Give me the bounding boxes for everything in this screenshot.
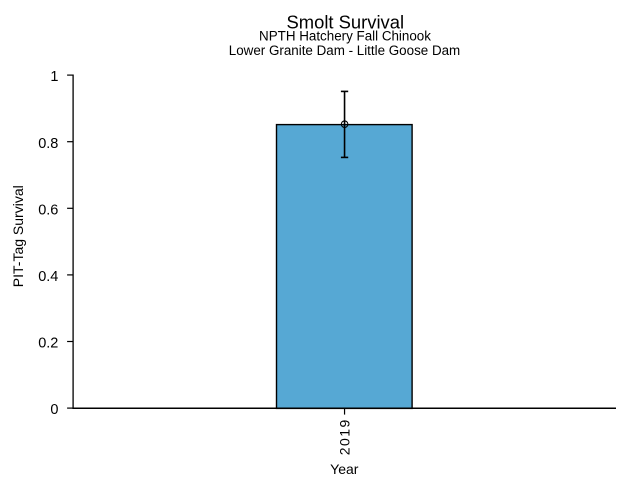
svg-text:Lower Granite Dam - Little Goo: Lower Granite Dam - Little Goose Dam <box>229 43 460 58</box>
svg-text:Year: Year <box>330 461 359 477</box>
svg-text:0.4: 0.4 <box>38 269 58 285</box>
svg-text:Smolt Survival: Smolt Survival <box>287 11 405 32</box>
svg-text:0.6: 0.6 <box>38 202 58 218</box>
svg-text:2019: 2019 <box>337 418 353 455</box>
svg-text:1: 1 <box>50 69 58 85</box>
svg-text:0: 0 <box>50 402 58 418</box>
svg-text:PIT-Tag Survival: PIT-Tag Survival <box>10 185 26 287</box>
svg-text:NPTH Hatchery Fall Chinook: NPTH Hatchery Fall Chinook <box>259 29 431 44</box>
svg-text:0.8: 0.8 <box>38 136 58 152</box>
svg-text:0.2: 0.2 <box>38 336 58 352</box>
